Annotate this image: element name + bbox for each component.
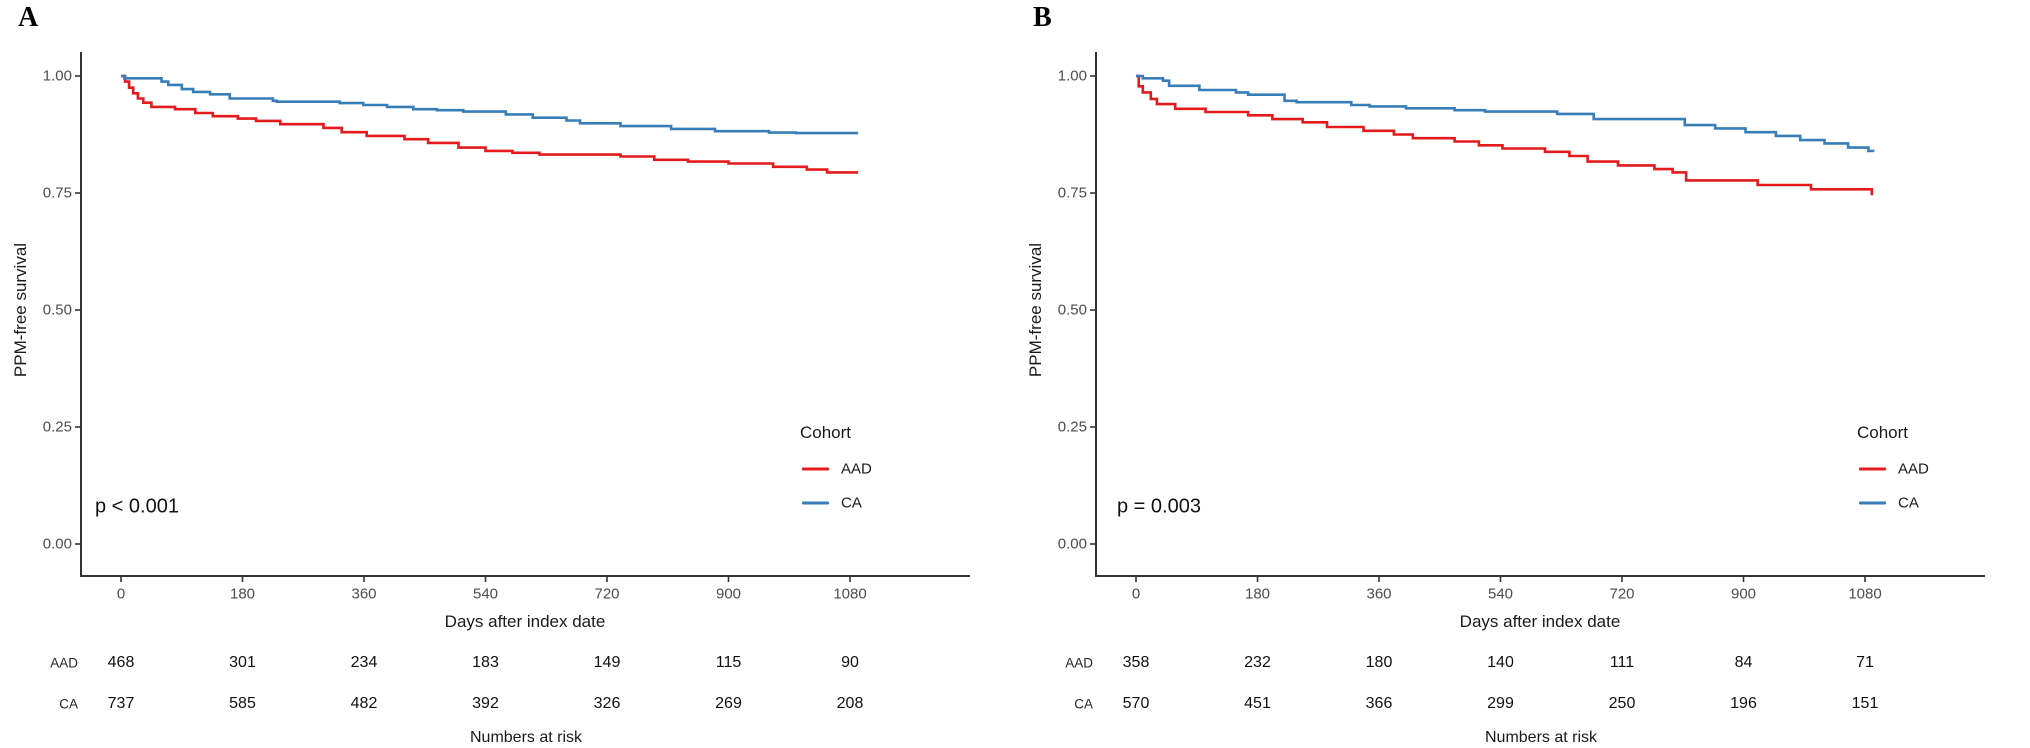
x-tick-label: 720: [594, 585, 620, 603]
x-tick-label: 900: [1730, 585, 1757, 603]
legend-label-aad: AAD: [1898, 460, 1929, 478]
risk-value: 140: [1487, 654, 1514, 671]
risk-value: 468: [107, 654, 135, 671]
legend-title: Cohort: [1857, 423, 1909, 442]
survival-curve-ca: [1136, 74, 1875, 153]
y-tick-label: 1.00: [42, 67, 72, 85]
risk-value: 737: [107, 695, 135, 712]
risk-value: 269: [715, 695, 742, 712]
risk-value: 570: [1122, 695, 1150, 712]
x-axis-label: Days after index date: [444, 612, 606, 631]
risk-row-label-aad: AAD: [50, 655, 78, 671]
risk-value: 196: [1730, 695, 1757, 712]
legend-swatch-ca: [1859, 501, 1886, 505]
y-tick-label: 1.00: [1057, 67, 1087, 85]
risk-value: 451: [1244, 695, 1271, 712]
y-tick-label: 0.50: [42, 301, 72, 319]
risk-value: 208: [836, 695, 864, 712]
x-tick-label: 720: [1609, 585, 1635, 603]
risk-value: 115: [715, 654, 742, 671]
y-tick-label: 0.50: [1057, 301, 1087, 319]
y-tick-label: 0.00: [1057, 535, 1087, 553]
x-tick-label: 0: [1131, 585, 1141, 603]
y-tick-label: 0.00: [42, 535, 72, 553]
risk-table-caption: Numbers at risk: [469, 729, 583, 746]
risk-value: 111: [1609, 654, 1635, 671]
survival-curve-aad: [121, 74, 859, 174]
legend-swatch-aad: [1859, 467, 1886, 471]
risk-value: 234: [350, 654, 378, 671]
survival-curve-aad: [1136, 74, 1874, 196]
x-tick-label: 900: [715, 585, 742, 603]
risk-value: 90: [841, 654, 859, 671]
risk-value: 358: [1122, 654, 1150, 671]
panel-letter-b: B: [1033, 2, 1052, 33]
legend-label-ca: CA: [1898, 494, 1919, 512]
risk-value: 392: [472, 695, 499, 712]
p-value-annotation: p < 0.001: [95, 495, 179, 518]
risk-value: 71: [1856, 654, 1874, 671]
x-tick-label: 540: [1487, 585, 1514, 603]
risk-value: 149: [593, 654, 621, 671]
y-tick-label: 0.25: [42, 418, 72, 436]
panel-b: B PPM-free survival p = 0.003 Cohort Day…: [1015, 0, 2030, 748]
x-tick-label: 360: [1366, 585, 1392, 603]
legend-label-aad: AAD: [841, 460, 872, 478]
survival-plot: [75, 52, 970, 582]
survival-curve-ca: [121, 74, 859, 135]
risk-row-label-aad: AAD: [1065, 655, 1093, 671]
x-tick-label: 180: [229, 585, 256, 603]
risk-value: 366: [1365, 695, 1393, 712]
legend-swatch-ca: [802, 501, 829, 505]
risk-row-label-ca: CA: [59, 696, 78, 712]
p-value-annotation: p = 0.003: [1117, 495, 1201, 518]
risk-value: 482: [350, 695, 378, 712]
y-tick-label: 0.25: [1057, 418, 1087, 436]
x-tick-label: 180: [1244, 585, 1271, 603]
panel-a: A PPM-free survival p < 0.001 Cohort Day…: [11, 2, 970, 746]
x-tick-label: 540: [472, 585, 499, 603]
risk-value: 326: [593, 695, 621, 712]
x-tick-label: 360: [351, 585, 377, 603]
x-tick-label: 1080: [833, 585, 867, 603]
panel-letter-a: A: [18, 2, 39, 33]
legend-label-ca: CA: [841, 494, 862, 512]
survival-plot: [1090, 52, 1985, 582]
x-tick-label: 1080: [1848, 585, 1882, 603]
risk-value: 232: [1244, 654, 1271, 671]
risk-value: 84: [1734, 654, 1753, 671]
risk-value: 585: [229, 695, 256, 712]
y-tick-label: 0.75: [1057, 184, 1087, 202]
risk-value: 250: [1608, 695, 1636, 712]
x-tick-label: 0: [116, 585, 126, 603]
risk-row-label-ca: CA: [1074, 696, 1093, 712]
legend-swatch-aad: [802, 467, 829, 471]
risk-value: 151: [1851, 695, 1879, 712]
y-tick-label: 0.75: [42, 184, 72, 202]
risk-value: 301: [229, 654, 256, 671]
x-axis-label: Days after index date: [1459, 612, 1621, 631]
risk-value: 299: [1487, 695, 1514, 712]
risk-value: 180: [1365, 654, 1393, 671]
risk-value: 183: [472, 654, 499, 671]
legend-title: Cohort: [800, 423, 852, 442]
risk-table-caption: Numbers at risk: [1484, 729, 1598, 746]
